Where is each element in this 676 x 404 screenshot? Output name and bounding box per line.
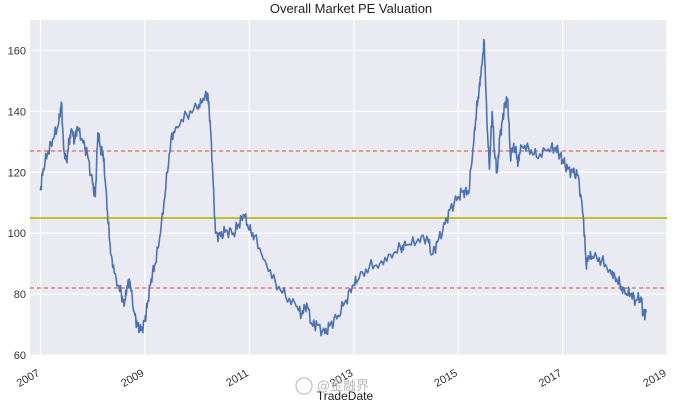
y-tick-label: 80 — [14, 289, 26, 301]
watermark-text: @金融界 — [317, 378, 369, 394]
watermark-logo-icon — [295, 377, 313, 395]
y-tick-label: 120 — [8, 167, 26, 179]
x-tick-label: 2007 — [15, 367, 42, 390]
chart-title: Overall Market PE Valuation — [270, 1, 432, 16]
x-tick-label: 2011 — [224, 367, 250, 389]
series-layer — [39, 38, 647, 337]
series-line-pe — [39, 38, 647, 337]
x-tick-label: 2017 — [537, 367, 564, 390]
x-tick-label: 2019 — [641, 367, 668, 390]
reference-lines — [30, 150, 667, 289]
y-tick-label: 100 — [8, 228, 26, 240]
y-tick-label: 160 — [8, 45, 26, 57]
x-axis-title: TradeDate — [317, 389, 374, 403]
grid — [30, 20, 668, 356]
plot-area — [30, 20, 667, 355]
x-tick-label: 2009 — [119, 367, 146, 390]
y-tick-label: 60 — [14, 350, 26, 362]
y-tick-label: 140 — [8, 106, 26, 118]
watermark: @金融界 — [295, 377, 369, 395]
x-tick-label: 2015 — [432, 367, 459, 390]
